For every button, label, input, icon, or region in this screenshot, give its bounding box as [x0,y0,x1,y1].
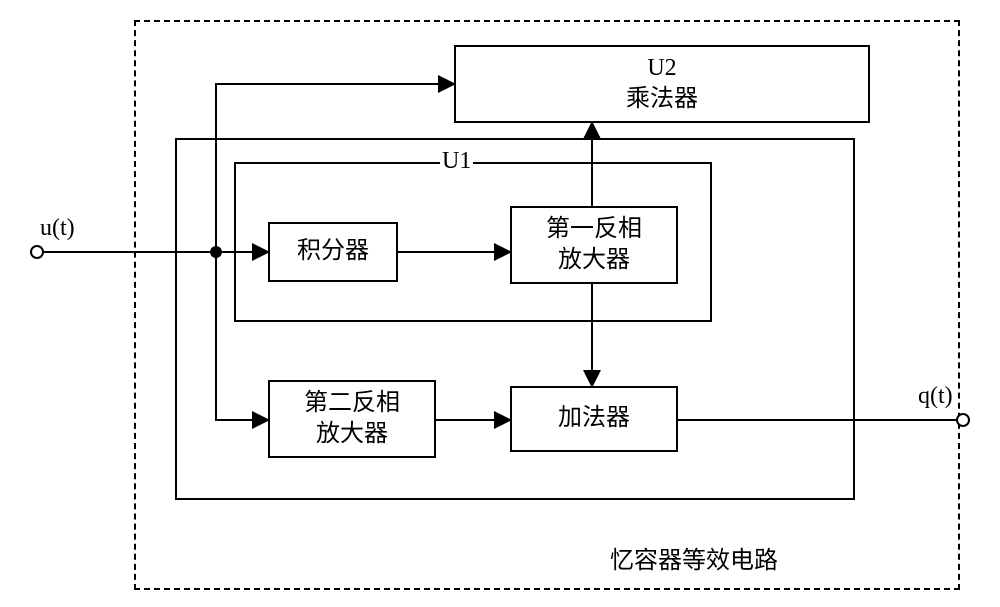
u2-label-line1: U2 [647,53,676,84]
inv-amp2-line1: 第二反相 [304,388,400,419]
output-label: q(t) [918,383,953,410]
output-terminal [956,413,970,427]
input-label: u(t) [40,215,75,242]
adder-block: 加法器 [510,386,678,452]
input-terminal [30,245,44,259]
junction-dot [210,246,222,258]
inv-amp1-line2: 放大器 [558,245,630,276]
second-inverting-amplifier-block: 第二反相 放大器 [268,380,436,458]
adder-label: 加法器 [558,403,630,434]
first-inverting-amplifier-block: 第一反相 放大器 [510,206,678,284]
inv-amp2-line2: 放大器 [316,419,388,450]
integrator-block: 积分器 [268,222,398,282]
diagram-title: 忆容器等效电路 [610,540,778,575]
integrator-label: 积分器 [297,236,369,267]
u1-label: U1 [440,148,473,175]
diagram-root: U1 U2 乘法器 积分器 第一反相 放大器 第二反相 放大器 加法器 忆容器等… [0,0,1000,607]
u2-multiplier-block: U2 乘法器 [454,45,870,123]
inv-amp1-line1: 第一反相 [546,214,642,245]
u2-label-line2: 乘法器 [626,84,698,115]
